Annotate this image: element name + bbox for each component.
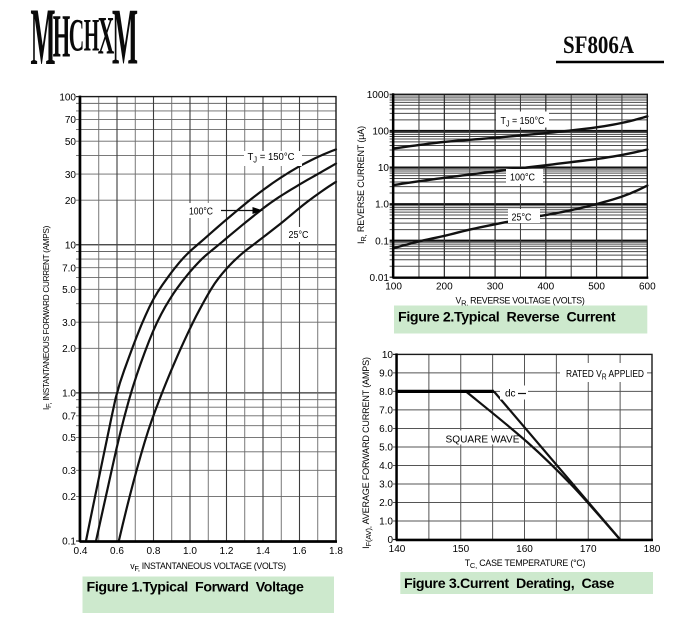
svg-text:100°C: 100°C xyxy=(189,207,213,218)
svg-text:1.6: 1.6 xyxy=(293,546,307,557)
svg-text:0.6: 0.6 xyxy=(110,546,124,557)
svg-text:100: 100 xyxy=(59,92,76,103)
svg-text:0.1: 0.1 xyxy=(375,236,389,247)
svg-text:4.0: 4.0 xyxy=(379,461,393,472)
svg-text:10: 10 xyxy=(65,240,77,251)
svg-text:70: 70 xyxy=(65,115,77,126)
svg-text:5.0: 5.0 xyxy=(379,443,393,454)
svg-text:0.4: 0.4 xyxy=(74,546,88,557)
svg-text:100: 100 xyxy=(385,282,402,293)
svg-text:1.0: 1.0 xyxy=(62,389,76,400)
svg-text:0.3: 0.3 xyxy=(62,466,76,477)
svg-text:IF, INSTANTANEOUS FORWARD CURR: IF, INSTANTANEOUS FORWARD CURRENT (AMPS) xyxy=(42,225,53,410)
svg-text:X: X xyxy=(98,6,115,66)
svg-text:0.7: 0.7 xyxy=(62,412,76,423)
svg-text:SQUARE WAVE: SQUARE WAVE xyxy=(446,435,520,446)
svg-text:3.0: 3.0 xyxy=(62,318,76,329)
svg-text:20: 20 xyxy=(65,196,77,207)
svg-text:0.01: 0.01 xyxy=(370,273,390,284)
svg-text:vF, INSTANTANEOUS VOLTAGE (VOL: vF, INSTANTANEOUS VOLTAGE (VOLTS) xyxy=(130,561,286,573)
svg-text:0.8: 0.8 xyxy=(147,546,161,557)
svg-text:H: H xyxy=(84,10,100,62)
svg-text:1.8: 1.8 xyxy=(329,546,343,557)
svg-text:1.0: 1.0 xyxy=(379,517,393,528)
svg-text:M: M xyxy=(31,0,56,82)
svg-text:1000: 1000 xyxy=(367,90,390,101)
svg-text:0.1: 0.1 xyxy=(62,537,76,548)
svg-text:Figure 3.Current Derating, C: Figure 3.Current Derating, Case xyxy=(404,576,614,592)
svg-text:140: 140 xyxy=(389,544,406,555)
svg-text:Figure 2.Typical Reverse Cur: Figure 2.Typical Reverse Current xyxy=(398,310,616,326)
svg-text:Figure 1.Typical Forward Vol: Figure 1.Typical Forward Voltage xyxy=(87,580,304,596)
svg-text:RATED VR APPLIED: RATED VR APPLIED xyxy=(566,369,644,382)
svg-text:3.0: 3.0 xyxy=(379,480,393,491)
svg-text:400: 400 xyxy=(537,282,554,293)
svg-text:0: 0 xyxy=(387,535,393,546)
svg-text:9.0: 9.0 xyxy=(379,369,393,380)
svg-text:TJ = 150°C: TJ = 150°C xyxy=(501,116,545,129)
svg-text:IF(AV), AVERAGE FORWARD CURREN: IF(AV), AVERAGE FORWARD CURRENT (AMPS) xyxy=(361,357,373,549)
svg-text:10: 10 xyxy=(382,350,394,361)
svg-text:160: 160 xyxy=(516,544,533,555)
svg-text:C: C xyxy=(69,10,85,62)
svg-text:2.0: 2.0 xyxy=(62,344,76,355)
svg-text:170: 170 xyxy=(580,544,597,555)
svg-text:dc: dc xyxy=(505,389,516,400)
svg-text:100: 100 xyxy=(372,127,389,138)
svg-text:1.0: 1.0 xyxy=(375,200,389,211)
svg-text:25°C: 25°C xyxy=(512,213,532,224)
svg-text:200: 200 xyxy=(436,282,453,293)
svg-text:300: 300 xyxy=(487,282,504,293)
svg-text:SF806A: SF806A xyxy=(563,32,634,59)
svg-text:10: 10 xyxy=(378,163,390,174)
svg-text:1.4: 1.4 xyxy=(256,546,270,557)
svg-text:VR, REVERSE VOLTAGE (VOLTS): VR, REVERSE VOLTAGE (VOLTS) xyxy=(456,296,585,308)
svg-text:25°C: 25°C xyxy=(289,230,309,241)
svg-text:8.0: 8.0 xyxy=(379,387,393,398)
svg-text:2.0: 2.0 xyxy=(379,498,393,509)
svg-text:0.5: 0.5 xyxy=(62,433,76,444)
svg-text:50: 50 xyxy=(65,137,77,148)
svg-text:6.0: 6.0 xyxy=(379,424,393,435)
svg-text:7.0: 7.0 xyxy=(62,263,76,274)
svg-text:1.0: 1.0 xyxy=(183,546,197,557)
svg-text:1.2: 1.2 xyxy=(220,546,234,557)
svg-text:500: 500 xyxy=(588,282,605,293)
svg-text:M: M xyxy=(112,0,138,82)
svg-text:7.0: 7.0 xyxy=(379,406,393,417)
svg-text:H: H xyxy=(53,3,71,71)
svg-text:IR, REVERSE CURRENT (µA): IR, REVERSE CURRENT (µA) xyxy=(356,126,368,244)
svg-text:150: 150 xyxy=(452,544,469,555)
svg-text:0.2: 0.2 xyxy=(62,492,76,503)
svg-text:600: 600 xyxy=(639,282,656,293)
svg-text:30: 30 xyxy=(65,170,77,181)
svg-text:100°C: 100°C xyxy=(510,173,535,184)
svg-text:5.0: 5.0 xyxy=(62,285,76,296)
svg-text:TC, CASE TEMPERATURE (°C): TC, CASE TEMPERATURE (°C) xyxy=(465,558,586,570)
svg-text:TJ = 150°C: TJ = 150°C xyxy=(248,152,295,165)
svg-text:180: 180 xyxy=(644,544,661,555)
